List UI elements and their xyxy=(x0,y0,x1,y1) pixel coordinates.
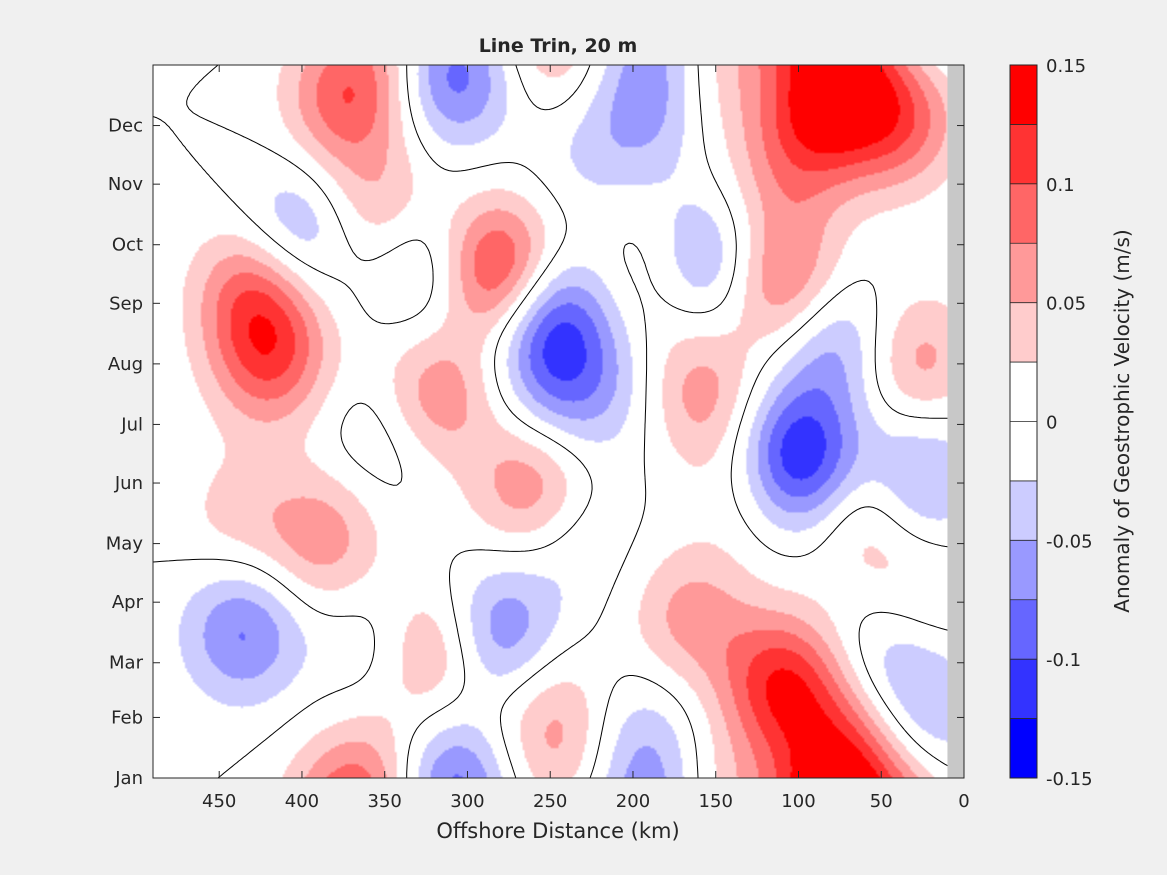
y-tick-label: Jan xyxy=(114,768,143,789)
colorbar-tick-label: -0.15 xyxy=(1046,769,1093,790)
colorbar-swatch xyxy=(1010,362,1037,422)
colorbar-tick-label: 0.05 xyxy=(1046,294,1086,315)
colorbar-swatch xyxy=(1010,65,1037,125)
colorbar-tick-label: -0.05 xyxy=(1046,531,1093,552)
y-tick-label: Dec xyxy=(108,116,143,137)
colorbar-swatch xyxy=(1010,540,1037,600)
colorbar-tick-label: -0.1 xyxy=(1046,650,1081,671)
y-tick-label: Jul xyxy=(120,414,143,435)
colorbar-swatch xyxy=(1010,718,1037,778)
x-tick-label: 300 xyxy=(450,791,484,812)
y-tick-label: Aug xyxy=(108,354,143,375)
y-tick-label: Apr xyxy=(112,592,144,613)
chart-title: Line Trin, 20 m xyxy=(479,35,638,57)
colorbar-swatches xyxy=(1010,65,1037,778)
y-tick-label: Nov xyxy=(108,174,143,195)
x-tick-label: 250 xyxy=(533,791,567,812)
colorbar-frame xyxy=(1009,64,1038,779)
plot-frame xyxy=(152,64,965,779)
y-tick-label: Oct xyxy=(112,235,143,256)
x-axis: 450 400 350 300 250 200 150 100 50 0 xyxy=(202,65,970,812)
y-tick-label: Feb xyxy=(111,707,143,728)
zero-contour-line xyxy=(153,65,964,778)
colorbar-tick-label: 0.15 xyxy=(1046,56,1086,77)
x-tick-label: 200 xyxy=(616,791,650,812)
x-tick-label: 350 xyxy=(368,791,402,812)
velocity-anomaly-field xyxy=(153,65,964,778)
colorbar-ticks: 0.15 0.1 0.05 0 -0.05 -0.1 -0.15 xyxy=(1046,56,1093,790)
zero-contour xyxy=(153,65,964,778)
colorbar-swatch xyxy=(1010,124,1037,184)
x-axis-label: Offshore Distance (km) xyxy=(436,819,679,843)
colorbar-swatch xyxy=(1010,302,1037,363)
colorbar-label: Anomaly of Geostrophic Velocity (m/s) xyxy=(1110,229,1134,612)
y-axis: Jan Feb Mar Apr May Jun Jul Aug Sep Oct Nov Dec xyxy=(106,116,964,789)
x-tick-label: 100 xyxy=(781,791,815,812)
colorbar-tick-label: 0 xyxy=(1046,413,1057,434)
x-tick-label: 0 xyxy=(958,791,969,812)
colorbar: 0.15 0.1 0.05 0 -0.05 -0.1 -0.15 Anomaly of Ge… xyxy=(1009,56,1134,790)
y-tick-label: Sep xyxy=(109,293,143,314)
x-tick-label: 50 xyxy=(870,791,893,812)
x-tick-label: 150 xyxy=(699,791,733,812)
colorbar-swatch xyxy=(1010,480,1037,541)
colorbar-swatch xyxy=(1010,659,1037,719)
x-tick-label: 400 xyxy=(285,791,319,812)
colorbar-swatch xyxy=(1010,599,1037,660)
colorbar-tick-label: 0.1 xyxy=(1046,175,1075,196)
colorbar-swatch xyxy=(1010,183,1037,244)
y-tick-label: Jun xyxy=(114,473,143,494)
y-tick-label: May xyxy=(106,534,144,555)
x-tick-label: 450 xyxy=(202,791,236,812)
plot-area xyxy=(152,64,965,779)
y-tick-label: Mar xyxy=(109,653,144,674)
colorbar-swatch xyxy=(1010,243,1037,303)
masked-region xyxy=(947,65,964,778)
colorbar-swatch xyxy=(1010,421,1037,481)
